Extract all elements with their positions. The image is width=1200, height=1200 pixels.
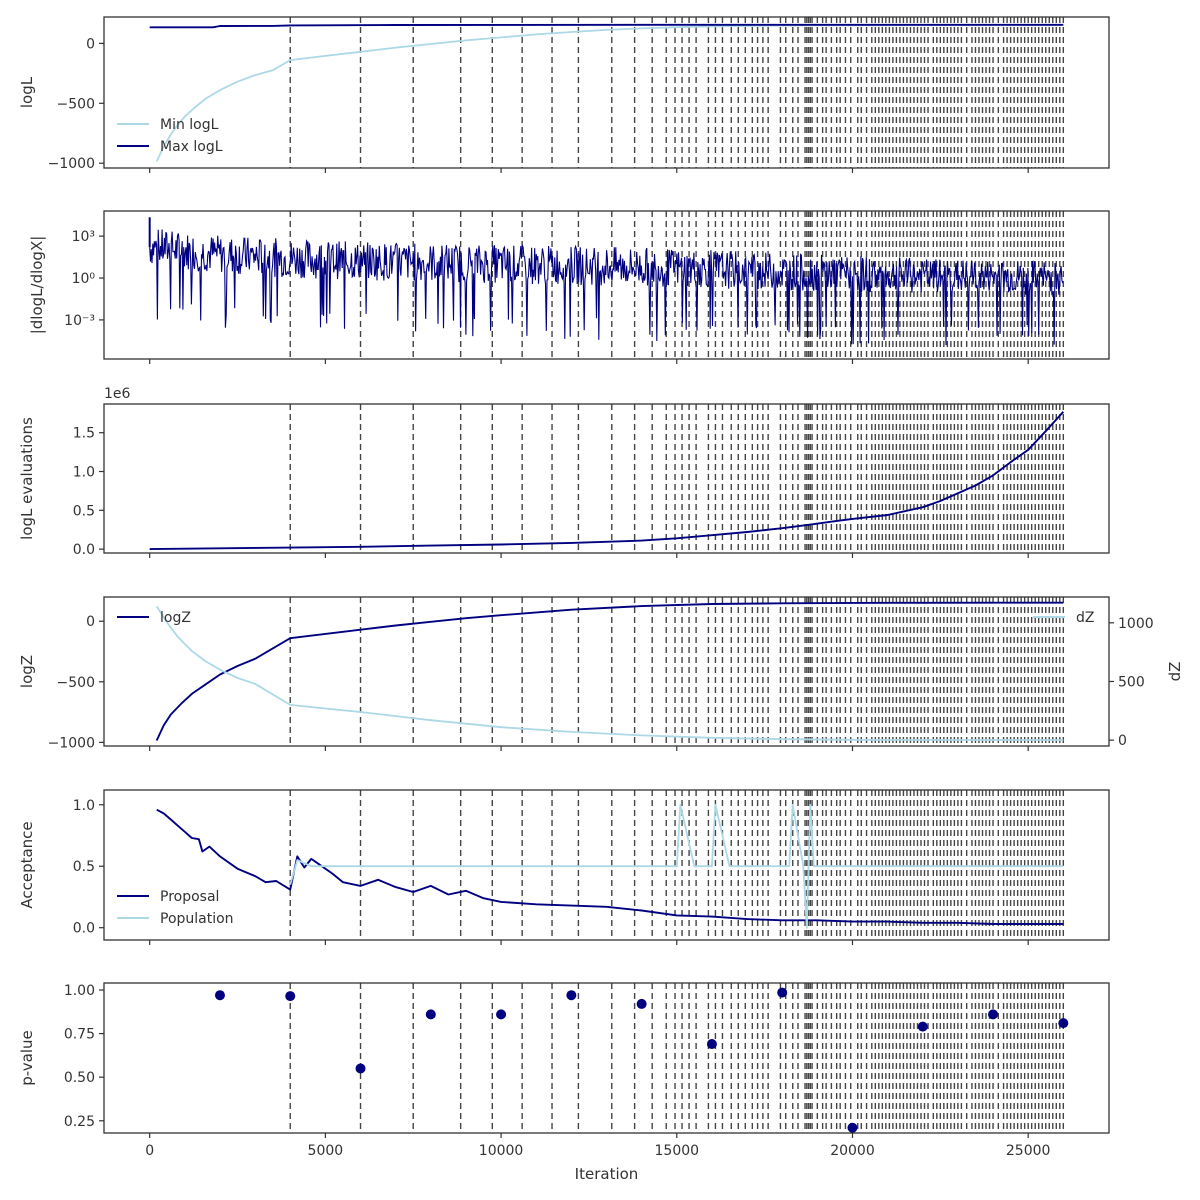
- pvalue-point: [706, 1039, 717, 1050]
- y-tick-label: 1.00: [64, 983, 95, 999]
- plot-frame: [103, 403, 1110, 554]
- legend-label: dZ: [1076, 610, 1094, 626]
- panel-6: 0 5000 10000 15000 20000 25000 1.00 0.75 0.50 0.2…: [18, 982, 1110, 1159]
- x-tick-label: 25000: [1006, 1143, 1051, 1159]
- legend-label: logZ: [160, 610, 191, 626]
- plot-frame: [103, 16, 1110, 169]
- right-y-tick-label: 0: [1118, 733, 1127, 749]
- pvalue-point: [566, 990, 577, 1001]
- pvalue-point: [285, 991, 296, 1002]
- y-tick-label: 0: [86, 614, 95, 630]
- y-axis-label: logL: [18, 76, 36, 108]
- y-tick-label: 1.0: [73, 465, 95, 481]
- pvalue-point: [988, 1009, 999, 1020]
- x-tick-label: 20000: [830, 1143, 875, 1159]
- panel-5: 1.0 0.5 0.0 Acceptance Proposal Population: [18, 789, 1110, 945]
- y-axis-label: logZ: [18, 655, 36, 688]
- y-tick-label: 0.50: [64, 1070, 95, 1086]
- x-tick-label: 15000: [655, 1143, 700, 1159]
- y-tick-label: 0.5: [73, 859, 95, 875]
- y-tick-label: 1.5: [73, 426, 95, 442]
- y-tick-label: 10⁻³: [64, 313, 95, 329]
- vline-group: [289, 983, 1065, 1133]
- right-y-tick-label: 1000: [1118, 616, 1154, 632]
- legend-label: Min logL: [160, 117, 219, 133]
- legend-label: Proposal: [160, 889, 219, 905]
- series-line-proposal: [156, 808, 1064, 925]
- plot-frame: [103, 789, 1110, 941]
- y-tick-label: 0: [86, 36, 95, 52]
- panel-4: 0 −500 −1000 1000 500 0 dZ logZ logZ dZ: [18, 596, 1184, 751]
- pvalue-point: [425, 1009, 436, 1020]
- series-line-dz: [155, 605, 1064, 741]
- y-tick-label: 0.75: [64, 1027, 95, 1043]
- y-axis-label: Acceptance: [18, 821, 36, 908]
- pvalue-point: [1058, 1018, 1069, 1029]
- pvalue-point: [847, 1122, 858, 1133]
- legend-label: Population: [160, 911, 234, 927]
- x-tick-label: 5000: [308, 1143, 344, 1159]
- pvalue-point: [636, 998, 647, 1009]
- plot-frame: [103, 982, 1110, 1134]
- legend: Proposal Population: [117, 889, 234, 927]
- plot-frame: [103, 596, 1110, 747]
- panel-2: 10³ 10⁰ 10⁻³ |dlogL/dlogX|: [28, 210, 1110, 364]
- y-tick-label: 10⁰: [72, 271, 96, 287]
- pvalue-point: [917, 1021, 928, 1032]
- plot-frame: [103, 210, 1110, 360]
- y-tick-label: 10³: [72, 229, 95, 245]
- right-y-axis-label: dZ: [1166, 662, 1184, 682]
- x-axis-label: Iteration: [575, 1165, 639, 1183]
- vline-group: [289, 404, 1065, 553]
- x-tick-label: 0: [145, 1143, 154, 1159]
- pvalue-point: [496, 1009, 507, 1020]
- y-tick-label: 0.0: [73, 542, 95, 558]
- series-line-logz: [155, 601, 1064, 741]
- y-axis-label: |dlogL/dlogX|: [28, 236, 46, 335]
- panel-3: 0.0 0.5 1.0 1.5 logL evaluations 1e6: [18, 386, 1110, 558]
- vline-group: [289, 17, 1065, 168]
- series-line-0: [149, 411, 1065, 551]
- pvalue-point: [777, 987, 788, 998]
- y-tick-label: −500: [57, 96, 95, 112]
- y-tick-label: −1000: [48, 735, 95, 751]
- panel-1: 0 −500 −1000 logL Min logL Max logL: [18, 16, 1110, 173]
- series-line-population: [289, 803, 1064, 929]
- x-tick-label: 10000: [479, 1143, 524, 1159]
- series-line-max-logl: [149, 23, 1064, 29]
- y-tick-label: 0.0: [73, 921, 95, 937]
- offset-label: 1e6: [104, 386, 131, 402]
- y-tick-label: 0.25: [64, 1114, 95, 1130]
- vline-group: [289, 597, 1065, 746]
- right-y-tick-label: 500: [1118, 674, 1145, 690]
- pvalue-point: [355, 1063, 366, 1074]
- y-axis-label: logL evaluations: [18, 417, 36, 540]
- legend-label: Max logL: [160, 139, 223, 155]
- series-line-min-logl: [155, 24, 1064, 162]
- y-axis-label: p-value: [18, 1030, 36, 1086]
- legend: Min logL Max logL: [117, 117, 223, 155]
- y-tick-label: 1.0: [73, 798, 95, 814]
- gradient-series-line: [149, 229, 1064, 346]
- y-tick-label: −500: [57, 675, 95, 691]
- y-tick-label: −1000: [48, 156, 95, 172]
- pvalue-point: [214, 990, 225, 1001]
- y-tick-label: 0.5: [73, 503, 95, 519]
- vline-group: [289, 211, 1065, 359]
